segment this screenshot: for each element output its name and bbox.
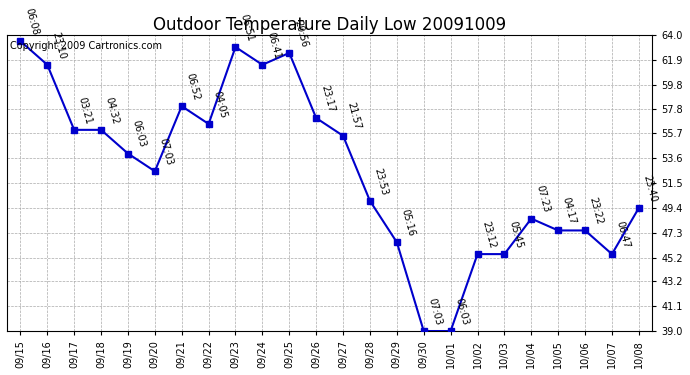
Text: 23:17: 23:17 — [319, 84, 336, 113]
Text: 04:32: 04:32 — [104, 96, 121, 125]
Text: 23:12: 23:12 — [480, 220, 497, 249]
Text: 07:03: 07:03 — [426, 297, 443, 326]
Text: 06:03: 06:03 — [453, 297, 470, 326]
Text: 20:56: 20:56 — [292, 19, 309, 48]
Text: 05:45: 05:45 — [507, 220, 524, 249]
Text: 23:40: 23:40 — [642, 174, 658, 203]
Text: 04:17: 04:17 — [561, 196, 578, 226]
Title: Outdoor Temperature Daily Low 20091009: Outdoor Temperature Daily Low 20091009 — [153, 16, 506, 34]
Text: 07:23: 07:23 — [534, 184, 551, 214]
Text: 06:08: 06:08 — [23, 7, 40, 36]
Text: 06:52: 06:52 — [184, 72, 201, 102]
Text: 06:41: 06:41 — [265, 31, 282, 60]
Text: 23:53: 23:53 — [373, 166, 390, 196]
Text: 07:03: 07:03 — [157, 137, 175, 166]
Text: 03:21: 03:21 — [77, 96, 94, 125]
Text: 05:16: 05:16 — [400, 208, 416, 237]
Text: 23:22: 23:22 — [588, 196, 604, 226]
Text: 04:05: 04:05 — [211, 90, 228, 119]
Text: Copyright 2009 Cartronics.com: Copyright 2009 Cartronics.com — [10, 41, 162, 51]
Text: 06:51: 06:51 — [238, 13, 255, 42]
Text: 06:47: 06:47 — [615, 220, 631, 249]
Text: 23:10: 23:10 — [50, 30, 67, 60]
Text: 21:57: 21:57 — [346, 101, 363, 131]
Text: 06:03: 06:03 — [130, 119, 148, 149]
